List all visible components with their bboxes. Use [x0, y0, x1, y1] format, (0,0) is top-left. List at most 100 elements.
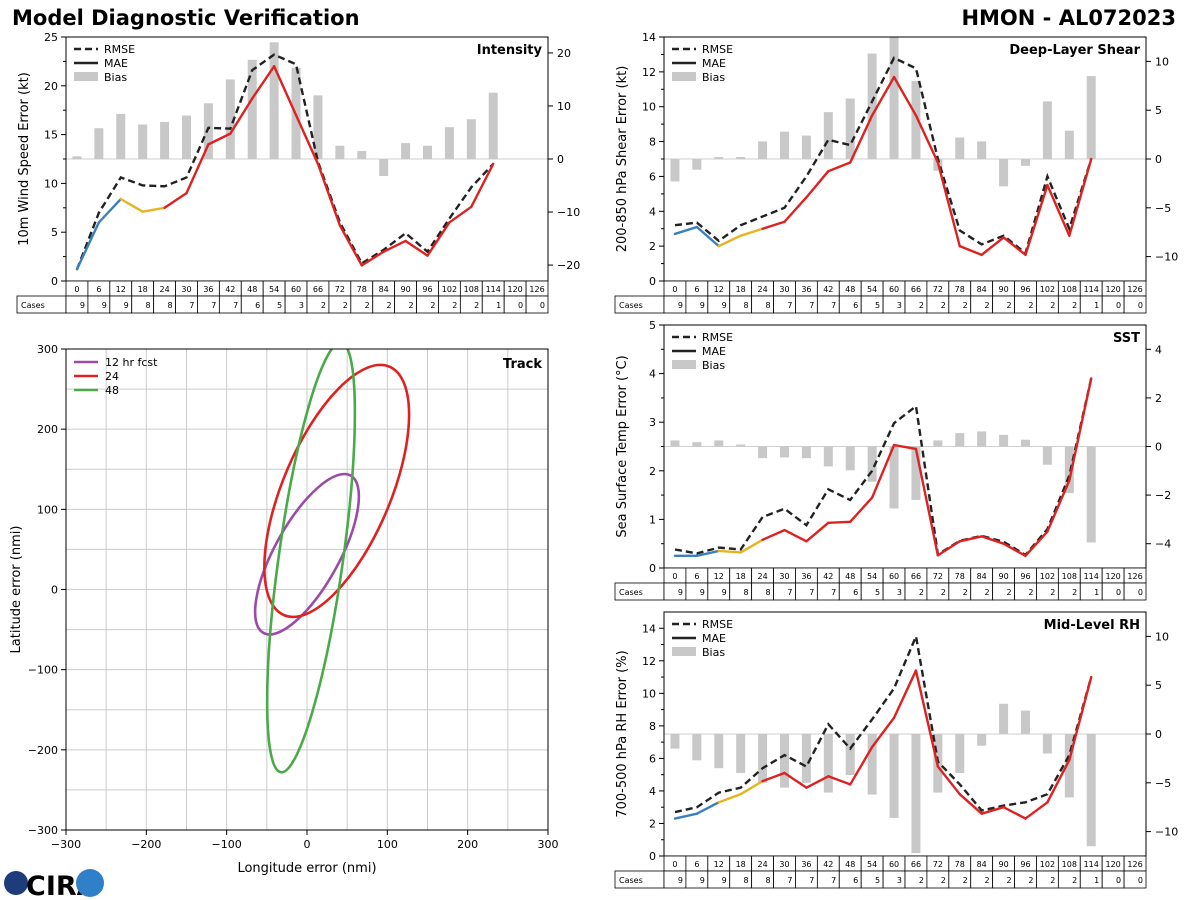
legend-mae-label: MAE — [702, 57, 726, 70]
mae-segment — [892, 443, 918, 451]
bias-bar — [823, 734, 833, 793]
mae-segment — [761, 771, 786, 783]
mae-segment — [1046, 758, 1071, 804]
mae-segment — [695, 801, 720, 815]
legend-mae-label: MAE — [702, 345, 726, 358]
mae-segment — [892, 75, 918, 117]
cases-value: 0 — [518, 301, 523, 310]
lead-time-label: 78 — [955, 572, 965, 581]
mae-segment — [1002, 236, 1027, 257]
mae-segment — [783, 528, 808, 543]
lead-time-label: 120 — [1105, 572, 1120, 581]
bias-bar — [203, 103, 213, 159]
bias-bar — [845, 446, 855, 471]
cases-value: 6 — [853, 301, 858, 310]
cases-value: 2 — [985, 588, 990, 597]
y2-tick-label: −20 — [557, 259, 580, 272]
bias-bar — [823, 446, 833, 467]
bias-bar — [269, 42, 279, 159]
lead-time-label: 102 — [1040, 860, 1055, 869]
y2-tick-label: 5 — [1155, 104, 1162, 117]
bias-bar — [1042, 446, 1052, 465]
mae-segment — [673, 225, 699, 236]
cases-value: 9 — [700, 876, 705, 885]
x-tick-label: −300 — [51, 838, 81, 851]
lead-time-label: 114 — [486, 285, 501, 294]
lead-time-label: 96 — [1020, 572, 1030, 581]
mae-segment — [958, 792, 983, 815]
mae-segment — [1068, 675, 1093, 762]
cases-value: 2 — [387, 301, 392, 310]
lead-time-label: 6 — [96, 285, 101, 294]
cases-value: 7 — [787, 301, 792, 310]
bias-bar — [1064, 446, 1074, 494]
lead-time-label: 90 — [400, 285, 410, 294]
bias-bar — [225, 79, 235, 159]
panel-title: Track — [503, 357, 542, 372]
lead-time-label: 84 — [977, 572, 987, 581]
bias-bar — [692, 159, 702, 170]
cases-value: 2 — [430, 301, 435, 310]
cases-value: 2 — [408, 301, 413, 310]
y-tick-label: −100 — [28, 664, 58, 677]
bias-bar — [692, 442, 702, 447]
lead-time-label: 24 — [757, 572, 767, 581]
lead-time-label: 48 — [845, 572, 855, 581]
mae-segment — [980, 535, 1005, 545]
bias-bar — [670, 159, 680, 182]
y2-tick-label: 0 — [557, 153, 564, 166]
y2-tick-label: 0 — [1155, 153, 1162, 166]
lead-time-label: 18 — [736, 285, 746, 294]
y-tick-label: 0 — [649, 562, 656, 575]
lead-time-label: 90 — [998, 572, 1008, 581]
cases-value: 2 — [1072, 588, 1077, 597]
y-tick-label: 0 — [51, 584, 58, 597]
cases-value: 2 — [321, 301, 326, 310]
mae-segment — [695, 225, 720, 248]
lead-time-label: 24 — [757, 285, 767, 294]
mae-segment — [163, 191, 188, 210]
mae-segment — [849, 745, 874, 786]
bias-bar — [692, 734, 702, 761]
y2-tick-label: −5 — [1155, 777, 1171, 790]
cases-value: 8 — [765, 588, 770, 597]
lead-time-label: 120 — [1105, 285, 1120, 294]
bias-bar — [758, 141, 768, 159]
rmse-line — [674, 56, 1093, 256]
mae-segment — [783, 196, 808, 223]
lead-time-label: 102 — [1040, 572, 1055, 581]
mae-segment — [1024, 183, 1049, 257]
bias-bar — [1086, 734, 1096, 847]
cases-value: 2 — [1028, 588, 1033, 597]
bias-bar — [335, 145, 345, 159]
mae-segment — [870, 716, 896, 749]
cases-value: 2 — [1028, 301, 1033, 310]
cases-value: 2 — [1006, 588, 1011, 597]
y-tick-label: 0 — [649, 275, 656, 288]
x-tick-label: 200 — [457, 838, 478, 851]
bias-bar — [801, 734, 811, 783]
rmse-line — [674, 632, 1093, 814]
cases-header-label: Cases — [619, 876, 643, 885]
cases-value: 2 — [985, 301, 990, 310]
mae-segment — [870, 443, 896, 499]
bias-bar — [1086, 446, 1096, 543]
cases-value: 0 — [1116, 588, 1121, 597]
mae-segment — [717, 234, 742, 248]
cases-value: 7 — [189, 301, 194, 310]
y-tick-label: 12 — [642, 66, 656, 79]
cases-value: 6 — [255, 301, 260, 310]
y2-tick-label: 0 — [1155, 728, 1162, 741]
cases-value: 8 — [744, 876, 749, 885]
cases-cell — [1123, 295, 1147, 314]
mae-segment — [717, 792, 742, 804]
rmse-line — [674, 378, 1093, 557]
cases-value: 7 — [831, 588, 836, 597]
lead-time-label: 72 — [933, 572, 943, 581]
lead-time-label: 0 — [672, 285, 677, 294]
mae-segment — [739, 227, 764, 237]
y-tick-label: 300 — [37, 343, 58, 356]
y2-tick-label: −2 — [1155, 489, 1171, 502]
lead-time-label: 60 — [889, 860, 899, 869]
